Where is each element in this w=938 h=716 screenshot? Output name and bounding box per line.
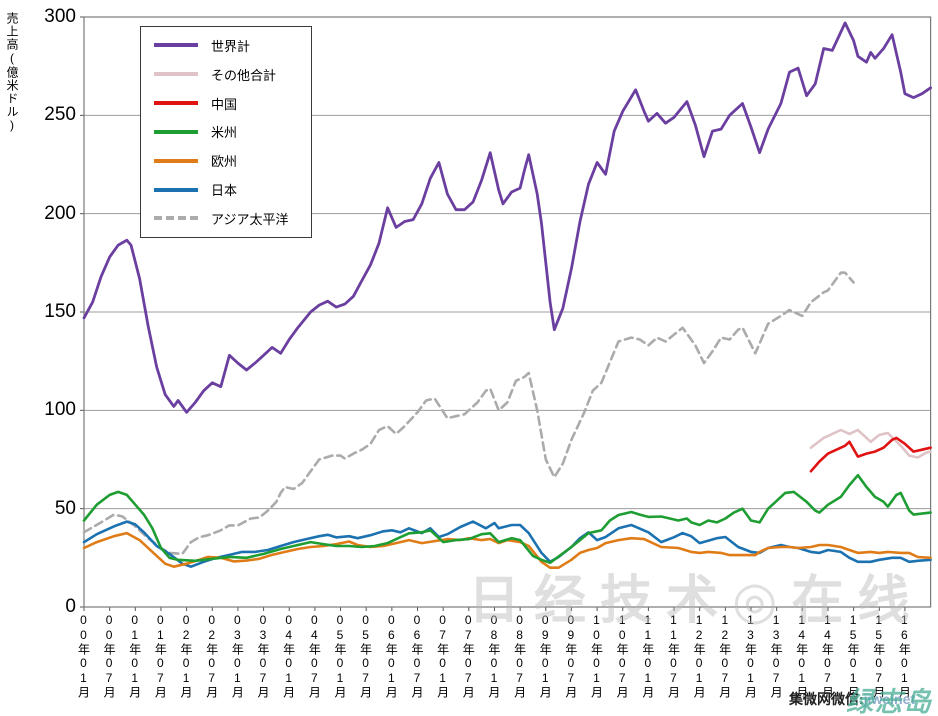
x-tick-label-04年07月: 04年07月 — [307, 613, 322, 699]
y-tick-label-250: 250 — [44, 104, 76, 126]
y-tick-label-300: 300 — [44, 6, 76, 27]
series-line-europe — [82, 531, 932, 570]
x-tick-label-03年01月: 03年01月 — [230, 613, 245, 699]
series-line-asia_pacific — [82, 271, 855, 556]
x-tick-label-00年01月: 00年01月 — [76, 613, 91, 699]
watermark-jiwei-id: jiweinet — [863, 691, 916, 707]
legend-line-sample-others — [154, 72, 198, 77]
legend-label-europe: 欧州 — [211, 154, 238, 170]
x-tick-label-12年07月: 12年07月 — [717, 613, 732, 699]
x-tick-label-11年01月: 11年01月 — [640, 613, 655, 699]
y-tick-label-200: 200 — [44, 202, 76, 224]
legend-label-others: その他合計 — [211, 67, 277, 83]
legend-item-americas: 米州 — [141, 119, 311, 145]
x-tick-label-11年07月: 11年07月 — [666, 613, 681, 699]
x-tick-label-16年01月: 16年01月 — [897, 613, 912, 699]
y-tick-label-50: 50 — [54, 497, 76, 519]
series-line-world — [82, 21, 932, 414]
legend-label-japan: 日本 — [211, 183, 238, 199]
x-tick-label-14年01月: 14年01月 — [794, 613, 809, 699]
x-tick-label-02年01月: 02年01月 — [179, 613, 194, 699]
x-tick-label-06年01月: 06年01月 — [384, 613, 399, 699]
x-tick-label-09年07月: 09年07月 — [563, 613, 578, 699]
y-tick-label-100: 100 — [44, 399, 76, 421]
x-tick-label-13年01月: 13年01月 — [743, 613, 758, 699]
y-tick-label-150: 150 — [44, 301, 76, 322]
watermark-lvzhidao: 绿志岛 — [846, 687, 933, 716]
legend: 世界計その他合計中国米州欧州日本アジア太平洋 — [140, 26, 312, 238]
x-tick-label-06年07月: 06年07月 — [409, 613, 424, 699]
x-tick-label-01年01月: 01年01月 — [127, 613, 142, 699]
x-tick-label-04年01月: 04年01月 — [281, 613, 296, 699]
x-tick-label-01年07月: 01年07月 — [153, 613, 168, 699]
legend-item-asia_pacific: アジア太平洋 — [141, 205, 311, 231]
x-tick-label-09年01月: 09年01月 — [538, 613, 553, 699]
x-tick-label-12年01月: 12年01月 — [692, 613, 707, 699]
x-tick-label-07年01月: 07年01月 — [435, 613, 450, 699]
x-tick-label-08年01月: 08年01月 — [486, 613, 501, 699]
x-tick-label-03年07月: 03年07月 — [256, 613, 271, 699]
watermark-jiwei: 集微网微信:jiweinet — [789, 689, 915, 709]
y-axis-title: 売上高(億米ドル) — [5, 12, 19, 133]
x-tick-label-05年07月: 05年07月 — [358, 613, 373, 699]
legend-line-sample-japan — [154, 187, 198, 192]
x-tick-label-07年07月: 07年07月 — [461, 613, 476, 699]
y-tick-label-0: 0 — [65, 596, 76, 617]
plot-border — [83, 16, 932, 608]
x-tick-label-15年01月: 15年01月 — [846, 613, 861, 699]
legend-label-asia_pacific: アジア太平洋 — [211, 211, 289, 227]
x-tick-label-02年07月: 02年07月 — [204, 613, 219, 699]
legend-line-sample-americas — [154, 129, 198, 134]
legend-line-sample-asia_pacific — [154, 216, 198, 221]
legend-item-europe: 欧州 — [141, 148, 311, 174]
legend-item-world: 世界計 — [141, 32, 311, 58]
legend-label-americas: 米州 — [211, 125, 238, 141]
x-tick-label-13年07月: 13年07月 — [769, 613, 784, 699]
x-tick-label-05年01月: 05年01月 — [332, 613, 347, 699]
series-line-china — [809, 436, 932, 473]
x-tick-label-14年07月: 14年07月 — [820, 613, 835, 699]
x-tick-label-08年07月: 08年07月 — [512, 613, 527, 699]
legend-line-sample-china — [154, 101, 198, 106]
legend-item-others: その他合計 — [141, 61, 311, 87]
legend-item-china: 中国 — [141, 90, 311, 116]
legend-line-sample-world — [154, 43, 198, 48]
series-line-others — [809, 428, 932, 459]
legend-label-world: 世界計 — [211, 38, 251, 54]
legend-item-japan: 日本 — [141, 177, 311, 203]
x-tick-label-10年07月: 10年07月 — [615, 613, 630, 699]
legend-label-china: 中国 — [211, 96, 238, 112]
x-tick-label-10年01月: 10年01月 — [589, 613, 604, 699]
x-tick-label-00年07月: 00年07月 — [102, 613, 117, 699]
series-line-americas — [82, 473, 932, 565]
x-tick-label-15年07月: 15年07月 — [871, 613, 886, 699]
legend-line-sample-europe — [154, 158, 198, 163]
watermark-jiwei-label: 集微网微信: — [789, 691, 864, 707]
